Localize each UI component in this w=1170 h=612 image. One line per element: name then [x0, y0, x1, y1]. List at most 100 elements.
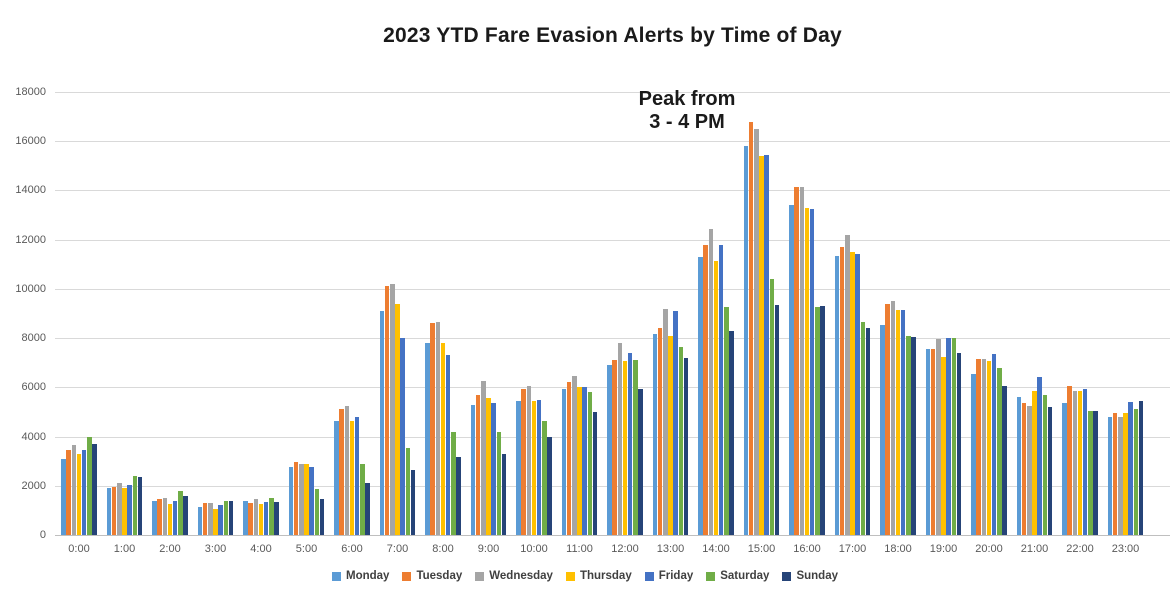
bar-wednesday-900 [481, 381, 486, 535]
x-axis-tick-label: 2:00 [159, 543, 181, 555]
x-axis-tick-label: 17:00 [838, 543, 867, 555]
bar-friday-2100 [1037, 377, 1042, 535]
peak-annotation-line2: 3 - 4 PM [649, 111, 725, 133]
bar-tuesday-600 [339, 409, 344, 535]
bar-wednesday-1100 [572, 376, 577, 535]
legend-label-sunday: Sunday [796, 570, 838, 582]
bar-sunday-1600 [820, 306, 825, 535]
bar-tuesday-1700 [839, 247, 845, 535]
bar-friday-1900 [946, 338, 951, 535]
bar-thursday-2300 [1123, 413, 1128, 535]
legend-swatch-sunday [782, 571, 792, 581]
bar-tuesday-000 [66, 450, 71, 535]
bar-sunday-500 [319, 499, 325, 535]
bar-saturday-100 [132, 475, 138, 535]
bar-saturday-700 [405, 447, 411, 535]
gridline-16000 [55, 141, 1170, 143]
bar-saturday-200 [178, 490, 183, 535]
bar-thursday-100 [122, 488, 127, 535]
legend-swatch-thursday [565, 571, 575, 581]
legend-item-thursday: Thursday [565, 570, 632, 582]
x-axis-tick-label: 18:00 [884, 543, 912, 555]
legend-label-monday: Monday [345, 570, 390, 582]
bar-monday-1400 [698, 256, 703, 535]
x-axis-line [55, 535, 1170, 536]
bar-thursday-1100 [577, 387, 582, 535]
bar-wednesday-1800 [890, 301, 896, 535]
bar-tuesday-1900 [930, 349, 936, 535]
bar-friday-2200 [1082, 388, 1088, 535]
y-axis-tick-label: 18000 [15, 86, 46, 98]
bar-monday-1700 [834, 255, 840, 535]
legend-swatch-saturday [706, 571, 716, 581]
x-axis-tick-label: 7:00 [386, 543, 409, 555]
bar-saturday-300 [223, 500, 229, 535]
bar-tuesday-100 [111, 487, 117, 535]
legend-item-friday: Friday [644, 570, 694, 582]
bar-friday-1600 [809, 208, 815, 535]
x-axis-tick-label: 3:00 [204, 543, 227, 555]
x-axis-tick-label: 12:00 [611, 543, 639, 555]
bar-saturday-1500 [769, 279, 775, 535]
bar-saturday-1400 [724, 307, 729, 535]
bar-wednesday-200 [162, 498, 168, 535]
bar-sunday-1500 [774, 304, 780, 535]
bar-wednesday-1400 [708, 228, 714, 535]
bar-sunday-1000 [547, 436, 552, 535]
bar-thursday-2200 [1077, 391, 1083, 535]
bar-sunday-2300 [1138, 400, 1144, 535]
x-axis-tick-label: 8:00 [432, 543, 454, 555]
bar-sunday-2200 [1093, 410, 1098, 535]
bar-monday-1300 [652, 334, 658, 535]
bar-sunday-200 [183, 495, 188, 535]
legend-swatch-tuesday [402, 571, 412, 581]
bar-friday-800 [445, 355, 451, 535]
bar-friday-900 [491, 403, 496, 535]
bar-saturday-1100 [587, 392, 593, 535]
bar-tuesday-500 [293, 462, 299, 535]
bar-friday-1400 [718, 244, 724, 535]
bar-tuesday-400 [248, 503, 253, 535]
bar-friday-1200 [627, 352, 633, 535]
gridline-14000 [55, 190, 1170, 192]
bar-wednesday-1000 [526, 386, 532, 535]
bar-thursday-1900 [941, 356, 946, 535]
y-axis-tick-label: 12000 [15, 233, 46, 246]
gridline-12000 [55, 239, 1170, 241]
bar-sunday-1400 [729, 330, 734, 535]
bar-monday-2300 [1107, 416, 1113, 535]
legend-label-friday: Friday [658, 570, 694, 582]
bar-sunday-700 [410, 469, 416, 535]
bar-friday-1000 [536, 399, 542, 535]
bar-saturday-1000 [542, 420, 547, 535]
bar-wednesday-1500 [754, 128, 759, 535]
bar-friday-2000 [991, 354, 997, 535]
bar-saturday-2100 [1042, 394, 1048, 535]
x-axis-tick-label: 0:00 [68, 543, 90, 555]
bar-friday-700 [400, 338, 405, 535]
bar-friday-000 [81, 450, 87, 535]
legend-item-tuesday: Tuesday [402, 570, 462, 582]
chart-title: 2023 YTD Fare Evasion Alerts by Time of … [383, 24, 842, 47]
y-axis-tick-label: 8000 [21, 332, 46, 345]
x-axis-tick-label: 11:00 [566, 543, 593, 555]
bar-sunday-1300 [683, 357, 689, 535]
x-axis-tick-label: 10:00 [520, 543, 548, 555]
legend-label-wednesday: Wednesday [489, 570, 553, 582]
bar-sunday-800 [456, 457, 461, 535]
bar-monday-1800 [880, 324, 885, 535]
bar-monday-400 [243, 500, 248, 535]
bar-sunday-1700 [865, 328, 871, 535]
bar-wednesday-2000 [981, 359, 987, 535]
bar-saturday-500 [314, 489, 320, 535]
bar-saturday-1600 [815, 307, 820, 535]
bar-sunday-000 [92, 443, 97, 535]
bar-monday-2000 [971, 373, 976, 535]
bar-wednesday-800 [435, 322, 441, 535]
legend-label-saturday: Saturday [720, 570, 770, 582]
bar-monday-1000 [516, 400, 521, 535]
y-axis-tick-label: 14000 [15, 184, 46, 197]
bar-wednesday-000 [71, 445, 77, 535]
bar-tuesday-1400 [703, 244, 708, 535]
